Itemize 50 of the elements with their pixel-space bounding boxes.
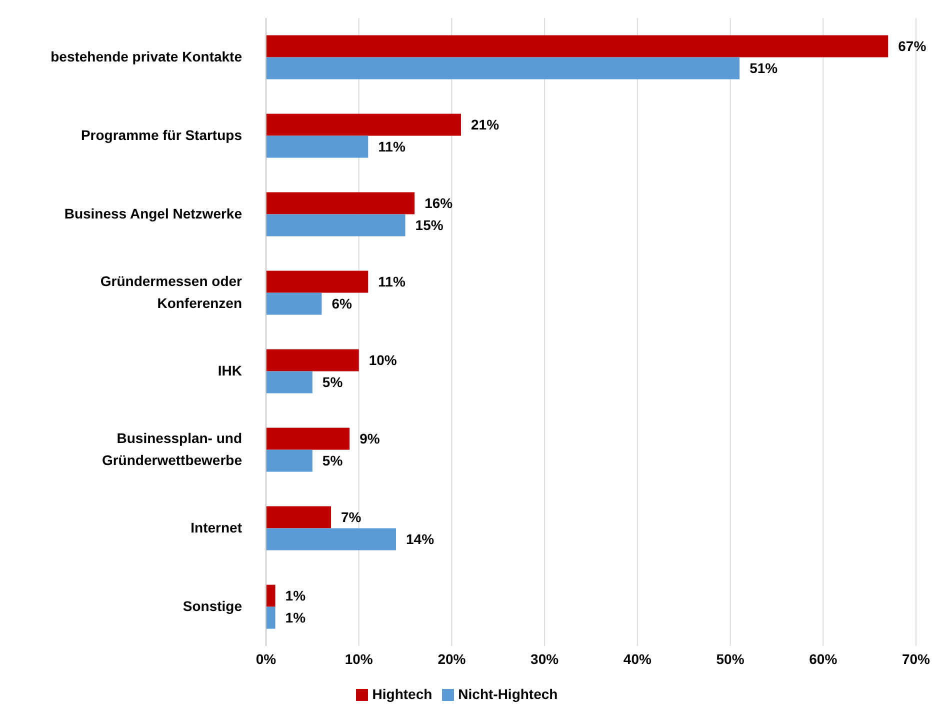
y-tick-label: Businessplan- und Gründerwettbewerbe [102, 429, 242, 468]
data-label: 7% [341, 509, 362, 526]
bar [266, 35, 888, 58]
data-label: 11% [378, 138, 406, 155]
bar [266, 349, 359, 372]
x-tick-label: 70% [902, 650, 931, 667]
bar [266, 584, 276, 607]
y-tick-label: IHK [218, 362, 242, 378]
x-tick-label: 10% [344, 650, 374, 667]
data-label: 1% [285, 588, 306, 604]
y-tick-label: Gründermessen oder Konferenzen [100, 272, 243, 310]
bar [266, 371, 312, 394]
x-tick-label: 30% [530, 650, 560, 667]
y-tick-label: bestehende private Kontakte [50, 48, 242, 64]
bar [266, 136, 368, 158]
data-label: 10% [368, 352, 398, 368]
data-label: 51% [750, 60, 778, 76]
data-label: 67% [898, 38, 927, 54]
bar [266, 528, 396, 550]
bar [266, 292, 322, 315]
data-label: 9% [360, 430, 380, 447]
x-tick-label: 60% [809, 650, 838, 667]
data-label: 6% [332, 296, 352, 312]
data-label: 14% [406, 531, 435, 548]
x-tick-label: 50% [716, 650, 745, 667]
bar [266, 114, 461, 136]
legend-label: Hightech [372, 686, 432, 702]
bar [266, 506, 331, 528]
bar [266, 192, 415, 214]
bar [266, 450, 312, 472]
bar [266, 428, 350, 450]
legend-label: Nicht-Hightech [458, 686, 558, 702]
data-label: 16% [424, 195, 454, 212]
bar [266, 214, 406, 236]
y-tick-label: Internet [190, 518, 242, 535]
y-tick-label: Programme für Startups [80, 126, 242, 142]
data-label: 5% [322, 452, 344, 469]
data-label: 1% [285, 610, 306, 626]
y-tick-label: Sonstige [182, 597, 242, 614]
bar [266, 57, 740, 80]
x-tick-label: 0% [256, 650, 277, 667]
bar [266, 270, 368, 293]
bar [266, 606, 276, 629]
data-label: 11% [378, 274, 406, 290]
y-tick-label: Business Angel Netzwerke [64, 204, 242, 221]
data-label: 15% [415, 217, 444, 234]
data-label: 21% [471, 116, 500, 133]
x-tick-label: 40% [623, 650, 652, 667]
data-label: 5% [322, 374, 344, 390]
x-tick-label: 20% [438, 650, 466, 667]
